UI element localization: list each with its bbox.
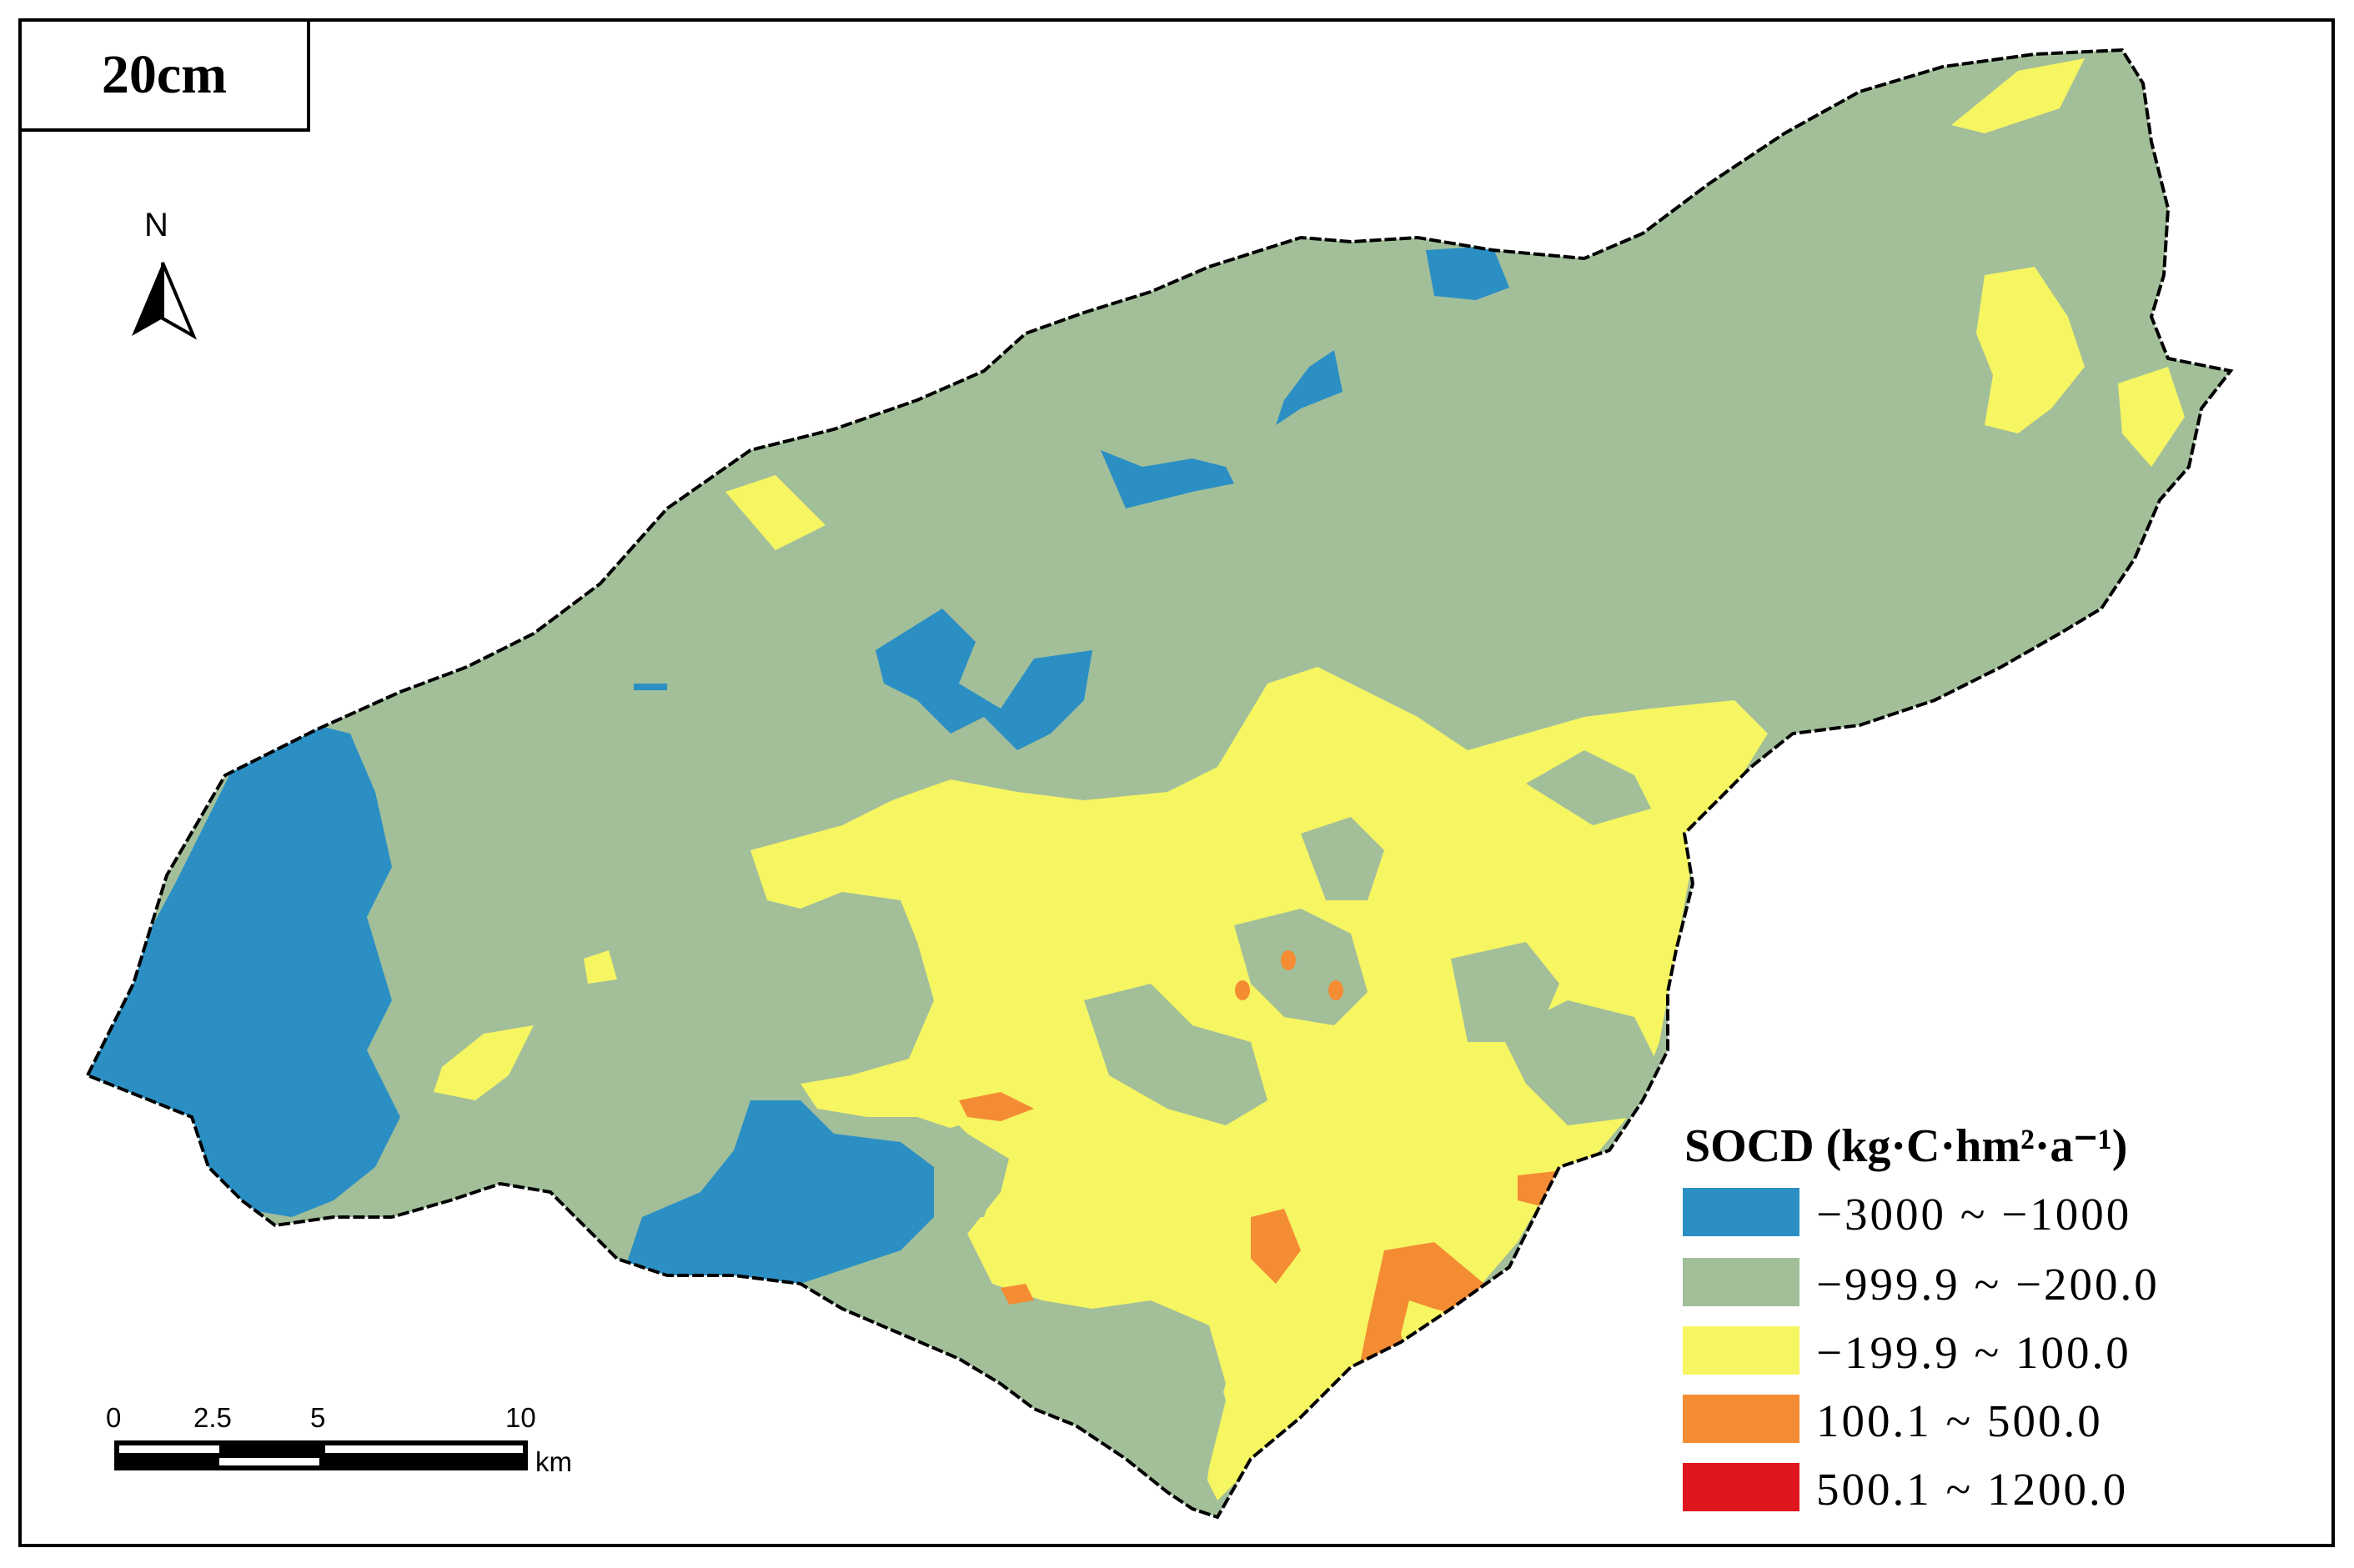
north-arrow-icon xyxy=(132,262,198,340)
legend-item: −999.9 ~ −200.0 xyxy=(1683,1258,2266,1310)
legend-item: −3000 ~ −1000 xyxy=(1683,1188,2266,1240)
scale-tick-2-5: 2.5 xyxy=(193,1402,232,1433)
legend-label: −199.9 ~ 100.0 xyxy=(1816,1327,2131,1378)
legend-swatch xyxy=(1683,1188,1799,1236)
zone-orange-1 xyxy=(959,1092,1034,1121)
zone-green-inset-1 xyxy=(1084,984,1267,1125)
scale-tick-0: 0 xyxy=(106,1402,122,1433)
legend-label: −3000 ~ −1000 xyxy=(1816,1189,2132,1240)
scale-tick-10: 10 xyxy=(505,1402,536,1433)
legend-item: 500.1 ~ 1200.0 xyxy=(1683,1463,2266,1515)
region-boundary xyxy=(85,48,2234,1520)
legend-item: −199.9 ~ 100.0 xyxy=(1683,1326,2266,1378)
zone-orange-dot-1 xyxy=(1281,950,1296,970)
zone-yellow-west-2 xyxy=(584,950,617,984)
legend-title: SOCD (kg·C·hm²·a⁻¹) xyxy=(1684,1120,2128,1172)
zone-yellow-east-2 xyxy=(2118,367,2185,467)
legend-item: 100.1 ~ 500.0 xyxy=(1683,1395,2266,1446)
zone-blue-north-2 xyxy=(1276,350,1343,425)
zone-orange-dot-3 xyxy=(1328,980,1343,1000)
zone-green-south xyxy=(1026,1309,1226,1517)
zone-blue-north-1 xyxy=(1101,450,1234,508)
zone-blue-west xyxy=(88,725,400,1217)
zone-blue-south xyxy=(625,1100,934,1284)
zone-orange-5 xyxy=(1001,1284,1034,1305)
legend-swatch xyxy=(1683,1258,1799,1306)
zone-orange-2 xyxy=(1251,1209,1301,1284)
legend-label: 100.1 ~ 500.0 xyxy=(1816,1395,2103,1446)
legend-swatch xyxy=(1683,1326,1799,1375)
depth-label-box: 20cm xyxy=(18,18,310,132)
zone-green-inset-6 xyxy=(1501,1000,1659,1125)
zone-yellow-east-3 xyxy=(1743,917,1784,967)
scale-unit: km xyxy=(535,1446,572,1477)
depth-label: 20cm xyxy=(101,44,228,105)
legend-swatch xyxy=(1683,1395,1799,1443)
zone-green-inset-4 xyxy=(1451,942,1559,1042)
zone-yellow-west-1 xyxy=(434,1025,534,1100)
zone-blue-central-1 xyxy=(876,609,1092,750)
zone-blue-north-3 xyxy=(1426,246,1509,300)
legend-label: −999.9 ~ −200.0 xyxy=(1816,1259,2160,1310)
zone-yellow-east-1 xyxy=(1976,267,2085,433)
legend-label: 500.1 ~ 1200.0 xyxy=(1816,1464,2129,1515)
zone-orange-dot-2 xyxy=(1235,980,1250,1000)
zone-blue-dash xyxy=(634,684,667,690)
scale-tick-5: 5 xyxy=(310,1402,326,1433)
north-label: N xyxy=(144,207,168,243)
zone-yellow-ne xyxy=(1951,58,2085,133)
scale-bar xyxy=(114,1440,528,1470)
zone-green-inset-3 xyxy=(1301,817,1384,900)
legend-swatch xyxy=(1683,1463,1799,1511)
zone-green-inset-5 xyxy=(1526,750,1651,825)
zone-yellow-north xyxy=(725,475,826,550)
